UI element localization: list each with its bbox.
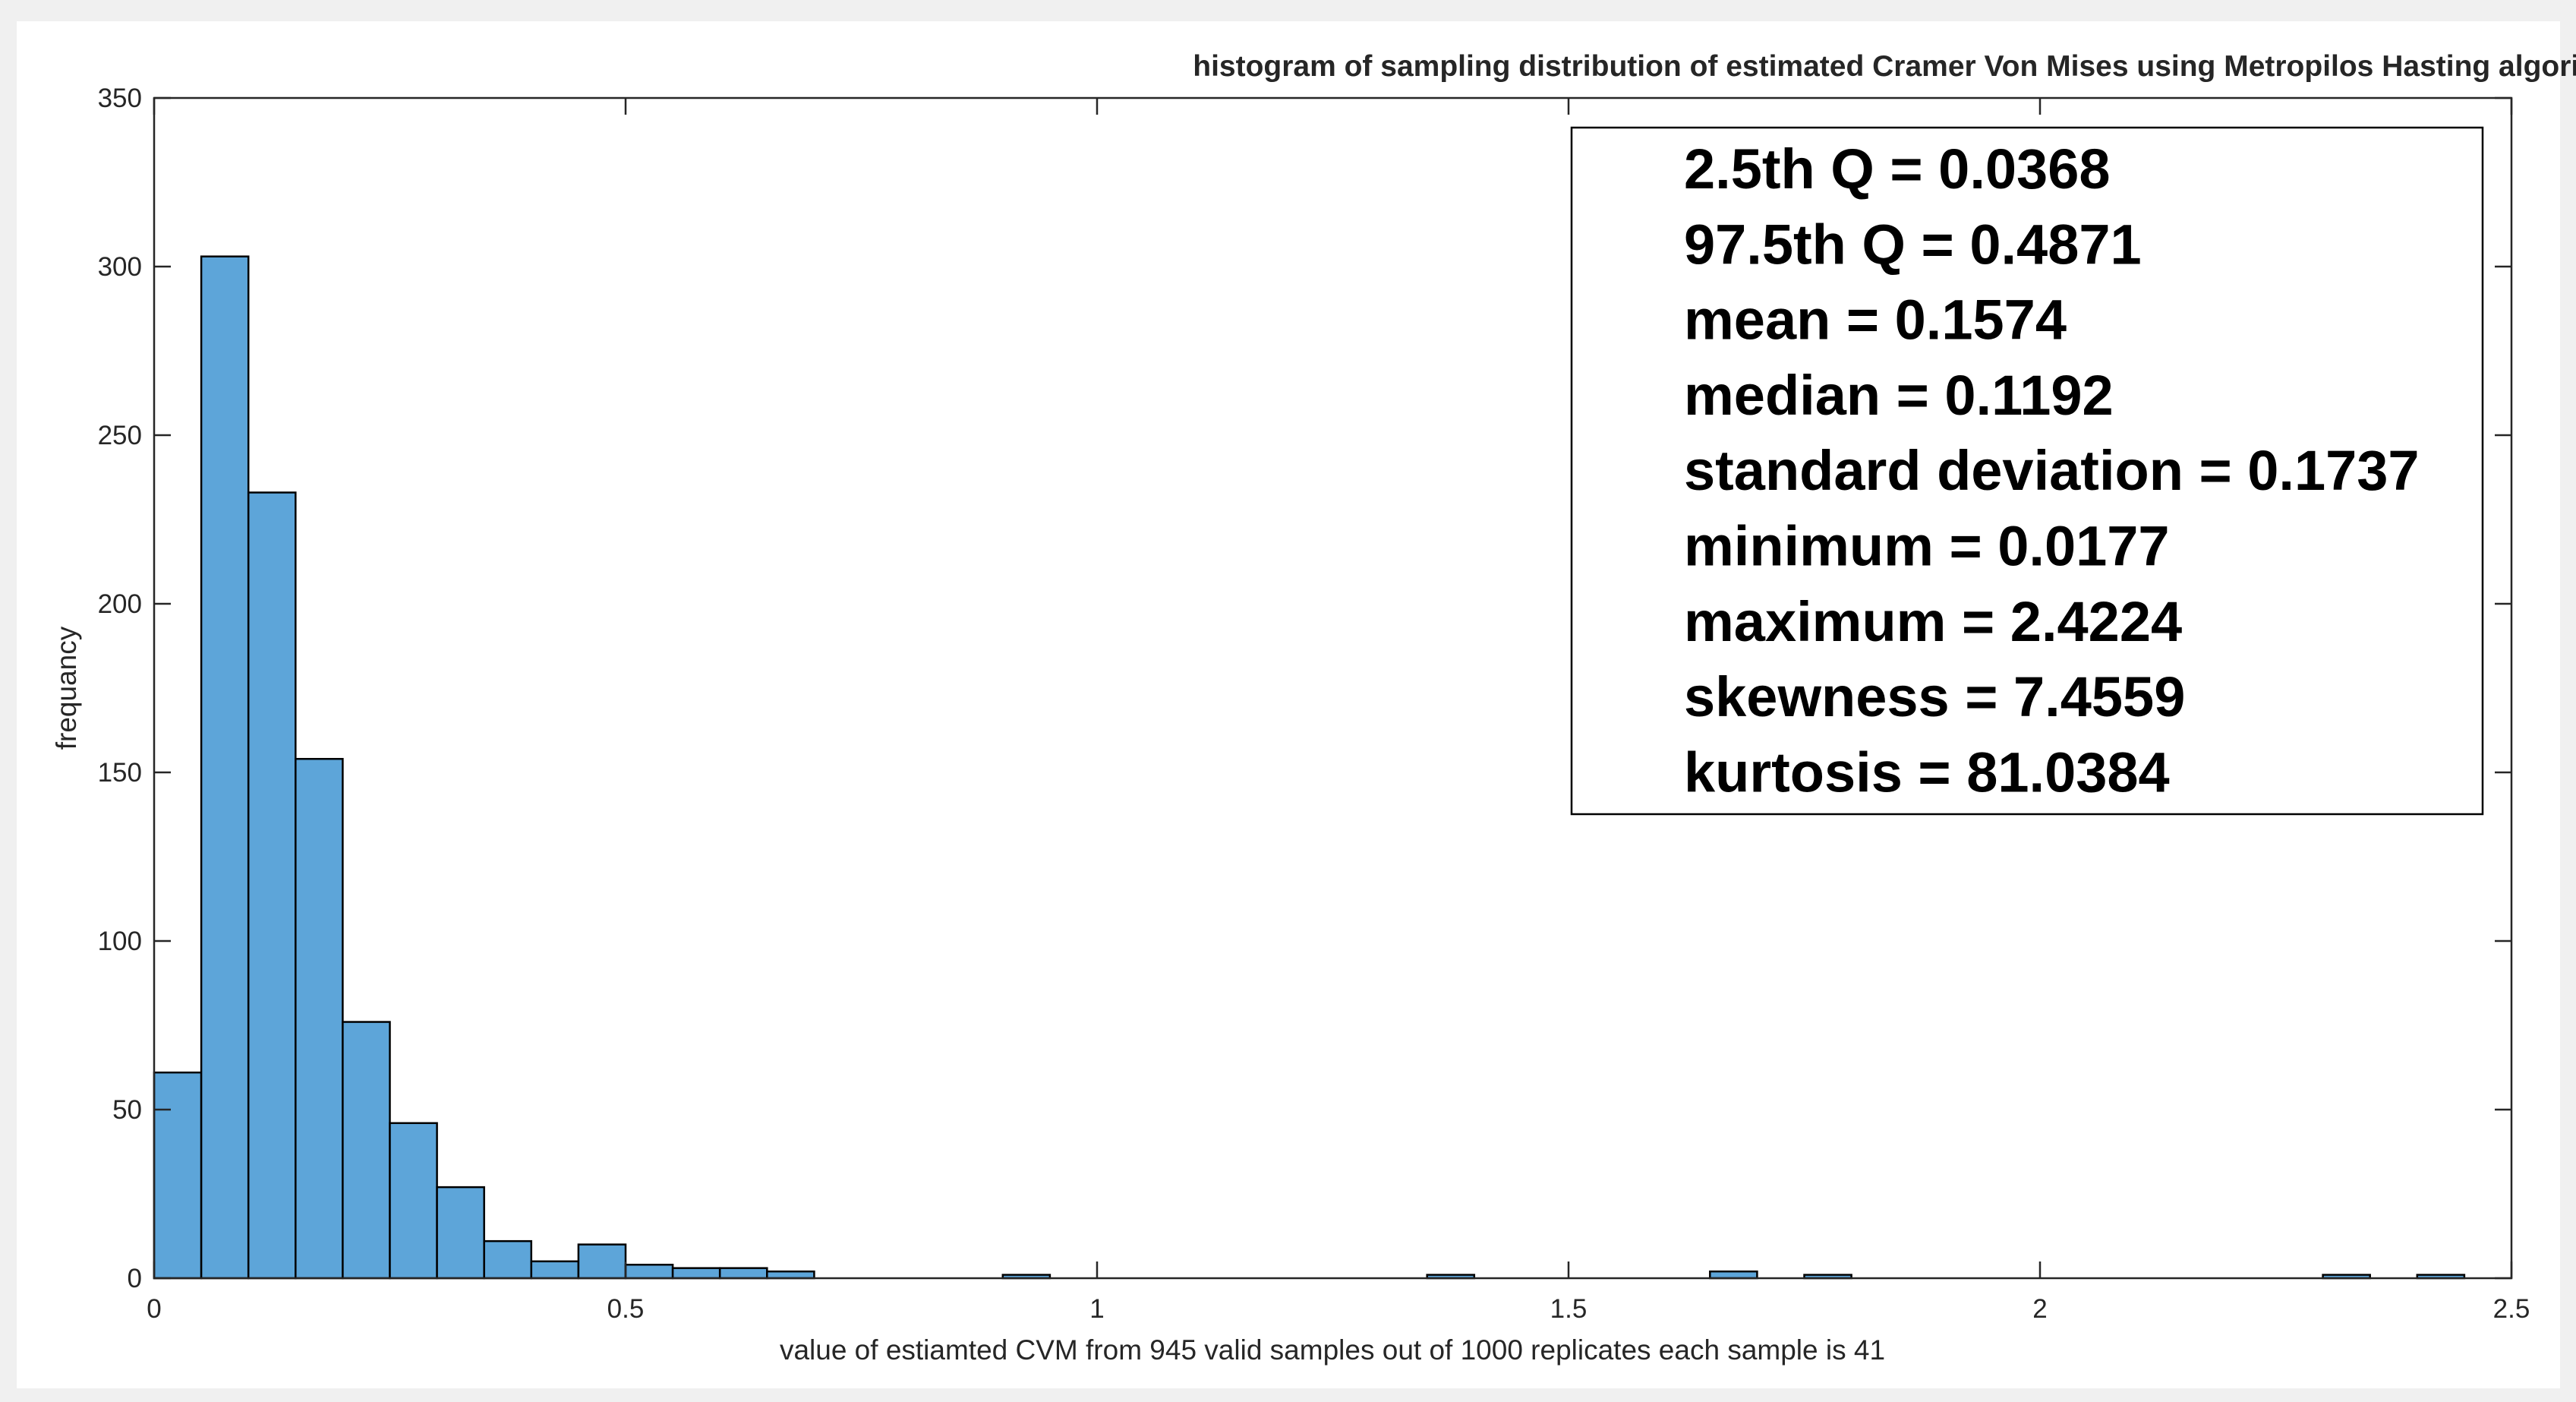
histogram-bar-6 <box>436 1186 485 1280</box>
y-tick-label-3: 150 <box>98 758 142 788</box>
plot-frame <box>153 96 2513 1280</box>
y-tick-label-5: 250 <box>98 421 142 450</box>
x-tick-label-3: 1.5 <box>1550 1294 1588 1324</box>
histogram-bar-11 <box>671 1267 721 1280</box>
y-tick-label-1: 50 <box>112 1095 142 1125</box>
stats-annotation-box: 2.5th Q = 0.0368 97.5th Q = 0.4871 mean = … <box>1570 126 2484 816</box>
x-tick-label-5: 2.5 <box>2493 1294 2530 1324</box>
stats-line-2: mean = 0.1574 <box>1684 289 2067 352</box>
histogram-bar-7 <box>483 1239 533 1280</box>
histogram-bar-10 <box>624 1263 674 1280</box>
stats-lines: 2.5th Q = 0.0368 97.5th Q = 0.4871 mean = … <box>1684 137 2420 804</box>
histogram-bar-9 <box>577 1243 627 1280</box>
histogram-bar-8 <box>530 1260 580 1280</box>
y-tick-label-7: 350 <box>98 84 142 113</box>
histogram-bar-12 <box>718 1267 768 1280</box>
x-tick-labels: 0 0.5 1 1.5 2 2.5 <box>147 1294 2530 1324</box>
stats-line-7: skewness = 7.4559 <box>1684 665 2185 728</box>
histogram-bars <box>153 255 2466 1280</box>
stats-line-3: median = 0.1192 <box>1684 364 2114 427</box>
histogram-bar-1 <box>200 255 250 1280</box>
x-tick-label-4: 2 <box>2032 1294 2047 1324</box>
y-tick-label-0: 0 <box>128 1264 142 1293</box>
x-axis-label: value of estiamted CVM from 945 valid sa… <box>780 1334 1885 1366</box>
stats-box-frame <box>1570 126 2484 816</box>
chart-title: histogram of sampling distribution of es… <box>1193 50 2576 83</box>
stats-line-8: kurtosis = 81.0384 <box>1684 740 2170 804</box>
y-tick-label-6: 300 <box>98 252 142 282</box>
histogram-bar-13 <box>766 1270 815 1280</box>
x-tick-label-0: 0 <box>147 1294 161 1324</box>
stats-line-6: maximum = 2.4224 <box>1684 590 2182 653</box>
y-tick-labels: 0 50 100 150 200 250 300 350 <box>98 84 142 1293</box>
histogram-bar-5 <box>389 1122 438 1280</box>
x-tick-label-1: 0.5 <box>607 1294 645 1324</box>
stats-line-1: 97.5th Q = 0.4871 <box>1684 213 2142 276</box>
y-tick-label-2: 100 <box>98 927 142 956</box>
histogram-bar-4 <box>342 1021 391 1280</box>
histogram-bar-16 <box>1709 1270 1758 1280</box>
stats-line-0: 2.5th Q = 0.0368 <box>1684 137 2111 201</box>
stats-line-4: standard deviation = 0.1737 <box>1684 439 2420 502</box>
y-axis-label: frequancy <box>51 626 82 750</box>
histogram-bar-0 <box>153 1071 203 1280</box>
stats-line-5: minimum = 0.0177 <box>1684 515 2170 578</box>
histogram-bar-3 <box>295 757 344 1280</box>
y-tick-label-4: 200 <box>98 589 142 619</box>
x-tick-label-2: 1 <box>1089 1294 1104 1324</box>
histogram-bar-2 <box>247 491 297 1280</box>
